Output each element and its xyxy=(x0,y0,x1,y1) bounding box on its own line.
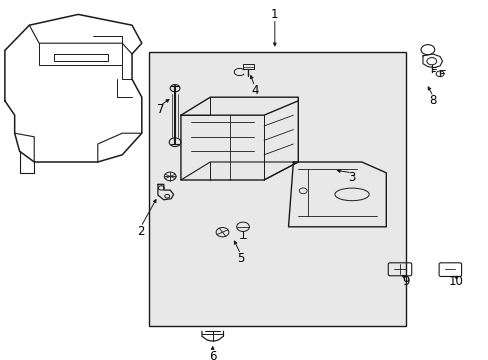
Text: 7: 7 xyxy=(156,103,164,116)
Text: 8: 8 xyxy=(428,94,436,107)
Bar xyxy=(149,52,405,326)
Text: 2: 2 xyxy=(137,225,144,238)
Text: 1: 1 xyxy=(270,8,278,21)
Text: 5: 5 xyxy=(236,252,244,265)
Bar xyxy=(242,64,254,69)
Text: 10: 10 xyxy=(448,275,463,288)
Text: 6: 6 xyxy=(208,350,216,360)
Text: 4: 4 xyxy=(250,84,258,97)
Text: 3: 3 xyxy=(347,171,355,184)
Text: 9: 9 xyxy=(401,275,409,288)
